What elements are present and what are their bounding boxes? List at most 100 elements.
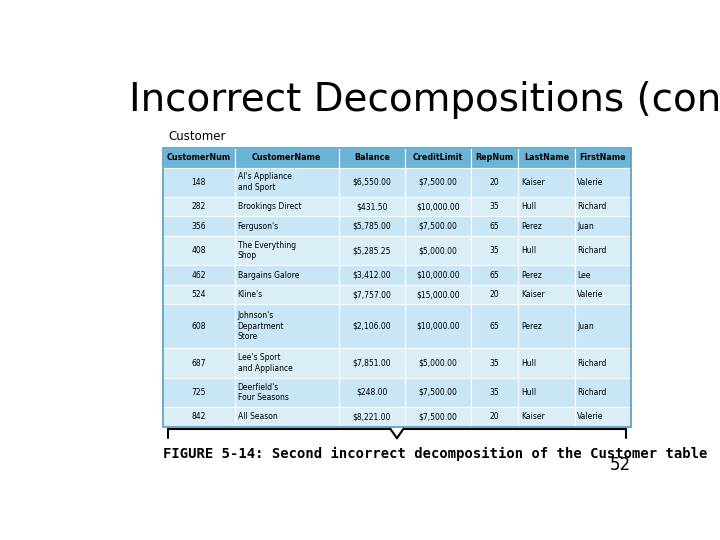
Bar: [405, 167, 471, 197]
Bar: [518, 285, 575, 305]
Bar: [518, 167, 575, 197]
Text: Johnson's
Department
Store: Johnson's Department Store: [238, 312, 284, 341]
Bar: [235, 148, 338, 167]
Bar: [471, 217, 518, 236]
Text: 282: 282: [192, 202, 206, 211]
Text: Lee: Lee: [577, 271, 591, 280]
Bar: [163, 305, 235, 348]
Text: 35: 35: [490, 388, 499, 397]
Bar: [575, 305, 631, 348]
Bar: [163, 167, 235, 197]
Bar: [338, 377, 405, 407]
Text: Brookings Direct: Brookings Direct: [238, 202, 301, 211]
Text: $7,500.00: $7,500.00: [418, 388, 457, 397]
Bar: [471, 148, 518, 167]
Text: Hull: Hull: [521, 359, 536, 368]
Text: 725: 725: [192, 388, 206, 397]
Bar: [518, 148, 575, 167]
Bar: [235, 197, 338, 217]
Bar: [471, 167, 518, 197]
Text: $7,757.00: $7,757.00: [352, 290, 391, 299]
Text: Valerie: Valerie: [577, 412, 604, 421]
Text: $7,500.00: $7,500.00: [418, 412, 457, 421]
Text: 687: 687: [192, 359, 206, 368]
Bar: [575, 265, 631, 285]
Bar: [575, 407, 631, 427]
Text: 462: 462: [192, 271, 206, 280]
Text: $5,285.25: $5,285.25: [353, 246, 391, 255]
Text: 356: 356: [192, 221, 206, 231]
Bar: [235, 407, 338, 427]
Bar: [471, 236, 518, 265]
Text: Kline's: Kline's: [238, 290, 263, 299]
Text: Richard: Richard: [577, 359, 607, 368]
Text: CreditLimit: CreditLimit: [413, 153, 463, 162]
Bar: [405, 197, 471, 217]
Bar: [518, 377, 575, 407]
Text: $10,000.00: $10,000.00: [416, 322, 459, 331]
Bar: [163, 285, 235, 305]
Text: RepNum: RepNum: [475, 153, 513, 162]
Text: $248.00: $248.00: [356, 388, 387, 397]
Bar: [471, 197, 518, 217]
Bar: [338, 167, 405, 197]
Bar: [405, 148, 471, 167]
Bar: [471, 285, 518, 305]
Bar: [235, 305, 338, 348]
Bar: [163, 148, 235, 167]
Bar: [235, 377, 338, 407]
Bar: [338, 236, 405, 265]
Bar: [518, 348, 575, 377]
Text: FirstName: FirstName: [580, 153, 626, 162]
Text: Bargains Galore: Bargains Galore: [238, 271, 299, 280]
Text: Hull: Hull: [521, 246, 536, 255]
Text: 408: 408: [192, 246, 206, 255]
Bar: [163, 407, 235, 427]
Bar: [405, 305, 471, 348]
Text: 65: 65: [490, 221, 499, 231]
Text: 52: 52: [610, 456, 631, 474]
Text: $7,851.00: $7,851.00: [352, 359, 391, 368]
Bar: [575, 167, 631, 197]
Text: 65: 65: [490, 322, 499, 331]
Bar: [235, 236, 338, 265]
Bar: [235, 285, 338, 305]
Text: FIGURE 5-14: Second incorrect decomposition of the Customer table: FIGURE 5-14: Second incorrect decomposit…: [163, 447, 707, 461]
Text: Perez: Perez: [521, 271, 541, 280]
Bar: [575, 236, 631, 265]
Bar: [235, 167, 338, 197]
Bar: [518, 305, 575, 348]
Bar: [575, 148, 631, 167]
Text: $8,221.00: $8,221.00: [353, 412, 391, 421]
Bar: [471, 348, 518, 377]
Bar: [338, 197, 405, 217]
Bar: [405, 407, 471, 427]
Text: $431.50: $431.50: [356, 202, 387, 211]
Text: 20: 20: [490, 290, 499, 299]
Text: Lee's Sport
and Appliance: Lee's Sport and Appliance: [238, 353, 292, 373]
Text: Perez: Perez: [521, 322, 541, 331]
Bar: [163, 217, 235, 236]
Bar: [338, 217, 405, 236]
Text: 35: 35: [490, 246, 499, 255]
Text: Kaiser: Kaiser: [521, 412, 544, 421]
Text: Balance: Balance: [354, 153, 390, 162]
Bar: [405, 236, 471, 265]
Bar: [338, 407, 405, 427]
Text: Al's Appliance
and Sport: Al's Appliance and Sport: [238, 172, 292, 192]
Text: 35: 35: [490, 202, 499, 211]
Bar: [338, 285, 405, 305]
Text: 20: 20: [490, 178, 499, 187]
Text: 148: 148: [192, 178, 206, 187]
Bar: [163, 348, 235, 377]
Text: Juan: Juan: [577, 322, 594, 331]
Bar: [518, 217, 575, 236]
Bar: [338, 348, 405, 377]
Bar: [575, 197, 631, 217]
Text: $7,500.00: $7,500.00: [418, 221, 457, 231]
Bar: [471, 305, 518, 348]
Bar: [338, 265, 405, 285]
Text: $7,500.00: $7,500.00: [418, 178, 457, 187]
Bar: [518, 407, 575, 427]
Text: Valerie: Valerie: [577, 178, 604, 187]
